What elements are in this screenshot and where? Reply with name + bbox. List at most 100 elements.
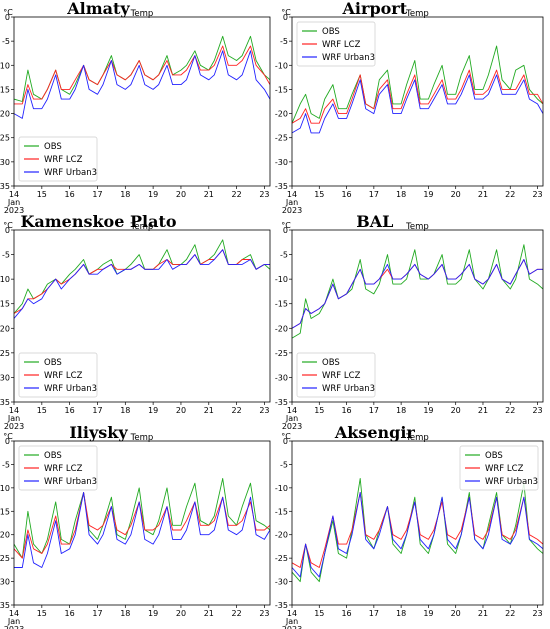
x-tick-label: 14: [287, 190, 297, 199]
x-tick-month: Jan: [7, 198, 20, 207]
x-tick-label: 14: [9, 609, 19, 618]
variable-title: Temp: [130, 433, 154, 443]
plot-frame: [13, 440, 271, 606]
legend-label: WRF LCZ: [485, 464, 524, 474]
x-tick-label: 17: [92, 190, 102, 199]
series-group: [292, 45, 543, 134]
y-tick-label: -30: [275, 373, 288, 382]
x-tick-label: 21: [204, 406, 214, 415]
x-tick-label: 23: [532, 609, 542, 618]
x-tick-label: 20: [451, 190, 461, 199]
legend-box: [459, 445, 539, 491]
y-tick-label: -30: [0, 158, 10, 167]
y-tick-label: -35: [0, 398, 10, 407]
x-tick-label: 23: [259, 406, 269, 415]
y-tick-label: -20: [0, 324, 10, 333]
series-group: [14, 239, 270, 319]
y-tick-label: -15: [275, 85, 288, 94]
x-tick-label: 19: [423, 406, 433, 415]
y-tick-label: 0: [5, 226, 10, 235]
x-tick-label: 17: [369, 406, 379, 415]
y-unit-label: °C: [3, 432, 13, 441]
x-tick-label: 22: [505, 190, 515, 199]
x-tick-label: 23: [259, 190, 269, 199]
x-tick-label: 23: [532, 190, 542, 199]
x-tick-label: 21: [478, 190, 488, 199]
x-tick-label: 18: [120, 406, 130, 415]
y-tick-label: -35: [275, 182, 288, 191]
x-tick-label: 16: [65, 190, 75, 199]
y-tick-label: -35: [0, 182, 10, 191]
y-tick-label: -15: [0, 300, 10, 309]
variable-title: Temp: [405, 222, 429, 232]
plot-frame: [291, 229, 544, 403]
x-tick-label: 15: [314, 190, 324, 199]
legend-label: WRF Urban3: [44, 168, 97, 178]
plot-frame: [13, 16, 271, 187]
x-tick-year: 2023: [4, 206, 24, 215]
y-tick-label: -15: [0, 85, 10, 94]
x-tick-label: 16: [341, 609, 351, 618]
legend-label: WRF Urban3: [44, 477, 97, 487]
legend: OBS WRF LCZ WRF Urban3: [18, 445, 98, 491]
legend-label: WRF LCZ: [322, 40, 361, 50]
x-tick-label: 16: [65, 609, 75, 618]
series-line-obs: [292, 244, 543, 339]
x-tick-label: 17: [369, 190, 379, 199]
series-line-wrf-lcz: [292, 69, 543, 124]
y-tick-label: -5: [280, 251, 288, 260]
y-tick-label: 0: [283, 437, 288, 446]
y-tick-label: -5: [280, 37, 288, 46]
x-tick-label: 15: [314, 609, 324, 618]
series-line-obs: [14, 478, 270, 559]
x-tick-label: 19: [423, 609, 433, 618]
legend-box: [18, 352, 98, 398]
x-tick-label: 22: [505, 406, 515, 415]
legend: OBS WRF LCZ WRF Urban3: [296, 21, 376, 67]
y-tick-label: -5: [280, 460, 288, 469]
legend-label: WRF LCZ: [44, 155, 83, 165]
series-line-wrf-urban3: [292, 492, 543, 578]
x-tick-year: 2023: [282, 206, 302, 215]
series-group: [292, 244, 543, 339]
y-tick-label: -15: [275, 300, 288, 309]
x-tick-month: Jan: [7, 617, 20, 626]
y-tick-label: -35: [0, 601, 10, 610]
y-unit-label: °C: [281, 432, 291, 441]
panel-title: Almaty: [66, 0, 130, 18]
plot-frame: [13, 229, 271, 403]
y-tick-label: -10: [275, 61, 288, 70]
legend-label: OBS: [485, 451, 503, 461]
panel-title: Iliysky: [69, 423, 128, 442]
legend-box: [18, 445, 98, 491]
y-tick-label: -10: [0, 275, 10, 284]
legend-label: WRF Urban3: [322, 384, 375, 394]
x-tick-label: 22: [232, 190, 242, 199]
x-tick-label: 15: [314, 406, 324, 415]
legend: OBS WRF LCZ WRF Urban3: [18, 352, 98, 398]
y-tick-label: -25: [275, 134, 288, 143]
legend-label: OBS: [44, 451, 62, 461]
x-tick-label: 21: [478, 406, 488, 415]
x-tick-month: Jan: [285, 198, 298, 207]
variable-title: Temp: [130, 9, 154, 19]
legend: OBS WRF LCZ WRF Urban3: [18, 136, 98, 182]
variable-title: Temp: [405, 9, 429, 19]
x-tick-year: 2023: [282, 422, 302, 431]
y-tick-label: -10: [275, 484, 288, 493]
y-tick-label: -30: [0, 373, 10, 382]
series-line-wrf-lcz: [14, 492, 270, 559]
y-unit-label: °C: [281, 8, 291, 17]
legend-label: WRF Urban3: [44, 384, 97, 394]
x-tick-label: 16: [341, 406, 351, 415]
x-tick-label: 18: [396, 190, 406, 199]
x-tick-label: 19: [148, 190, 158, 199]
x-tick-year: 2023: [4, 625, 24, 629]
x-tick-label: 19: [148, 609, 158, 618]
x-tick-month: Jan: [285, 617, 298, 626]
series-line-wrf-urban3: [292, 74, 543, 134]
